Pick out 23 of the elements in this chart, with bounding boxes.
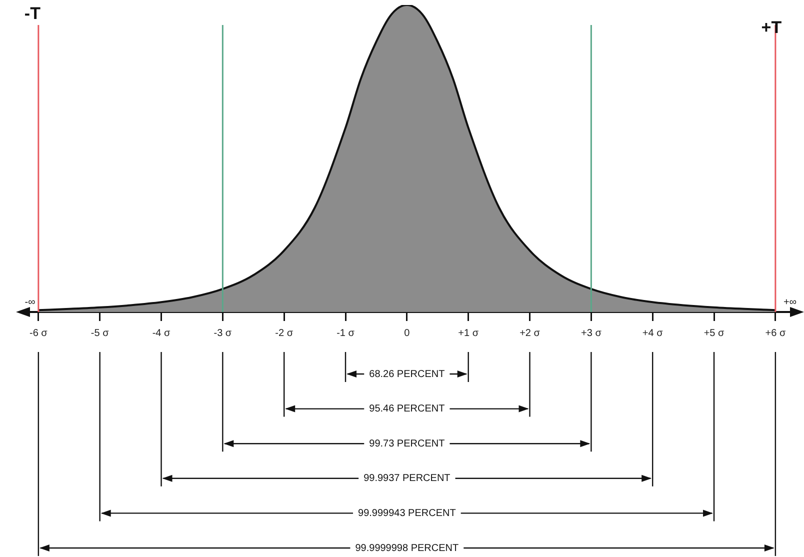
x-tick-label: -4 σ [152, 328, 172, 339]
ref-line-label: +T [761, 18, 782, 38]
x-tick-label: -3 σ [214, 328, 232, 339]
x-tick-label: -2 σ [275, 328, 294, 339]
annotation: +∞ [784, 296, 796, 308]
x-tick-label: +2 σ [520, 328, 541, 339]
text: 99.9999998 PERCENT [355, 542, 459, 554]
x-tick-label: 0 [404, 328, 410, 339]
x-tick-label: +1 σ [458, 328, 480, 339]
x-tick-label: +6 σ [765, 328, 786, 339]
x-tick-label: +5 σ [704, 328, 726, 339]
x-tick-label: +3 σ [581, 328, 602, 339]
x-tick-label: -1 σ [336, 328, 356, 339]
text: 99.999943 PERCENT [358, 508, 456, 519]
text: 99.73 PERCENT [369, 438, 445, 450]
x-tick-label: +4 σ [642, 328, 664, 339]
text: 99.9937 PERCENT [364, 473, 450, 484]
ref-line-label: -T [24, 4, 42, 24]
text: 95.46 PERCENT [369, 404, 445, 415]
x-tick-label: -5 σ [90, 328, 110, 339]
x-tick-label: -6 σ [30, 328, 48, 339]
annotation: -∞ [24, 296, 36, 308]
text: 68.26 PERCENT [369, 368, 445, 380]
